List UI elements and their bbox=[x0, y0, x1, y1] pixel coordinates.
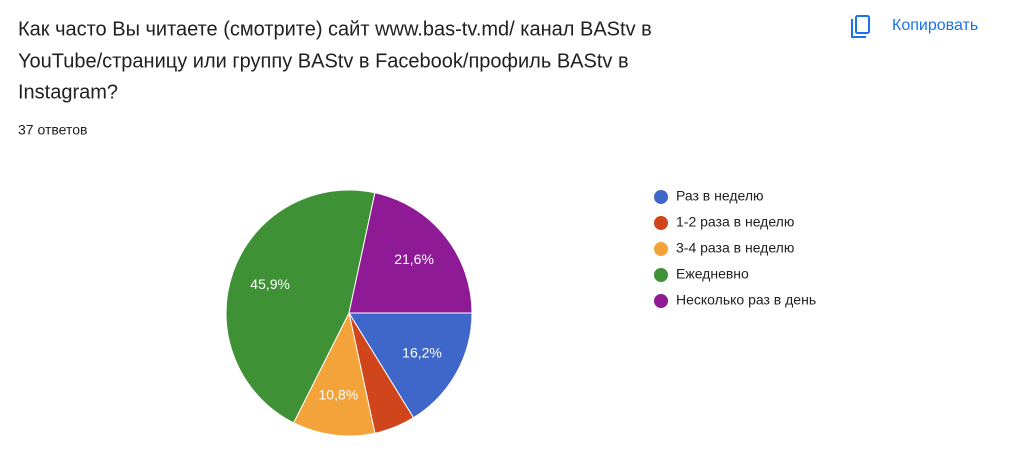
question-title: Instagram? bbox=[18, 81, 118, 103]
copy-button[interactable]: Копировать bbox=[843, 6, 1013, 46]
copy-icon bbox=[855, 15, 870, 34]
response-count: 37 ответов bbox=[18, 122, 87, 138]
pie-slice bbox=[348, 192, 473, 314]
legend-label: 1-2 раза в неделю bbox=[676, 214, 794, 230]
legend-label: 3-4 раза в неделю bbox=[676, 240, 794, 256]
legend-swatch bbox=[654, 190, 668, 204]
question-title: YouTube/страницу или группу BAStv в Face… bbox=[18, 50, 629, 72]
copy-button-bg[interactable] bbox=[843, 6, 1013, 46]
slice-label: 10,8% bbox=[319, 387, 359, 403]
legend-label: Ежедневно bbox=[676, 266, 749, 282]
slice-label: 45,9% bbox=[250, 276, 290, 292]
slice-label: 16,2% bbox=[402, 344, 442, 360]
question-title: Как часто Вы читаете (смотрите) сайт www… bbox=[18, 18, 652, 40]
legend-swatch bbox=[654, 268, 668, 282]
copy-label[interactable]: Копировать bbox=[892, 17, 978, 34]
legend-swatch bbox=[654, 294, 668, 308]
legend-swatch bbox=[654, 216, 668, 230]
pie-slice bbox=[292, 311, 376, 437]
copy-icon bbox=[851, 19, 866, 38]
pie-slice bbox=[225, 189, 376, 424]
legend-swatch bbox=[654, 242, 668, 256]
pie-slice bbox=[348, 312, 473, 419]
legend-label: Раз в неделю bbox=[676, 188, 764, 204]
legend-label: Несколько раз в день bbox=[676, 292, 816, 308]
slice-label: 21,6% bbox=[394, 251, 434, 267]
